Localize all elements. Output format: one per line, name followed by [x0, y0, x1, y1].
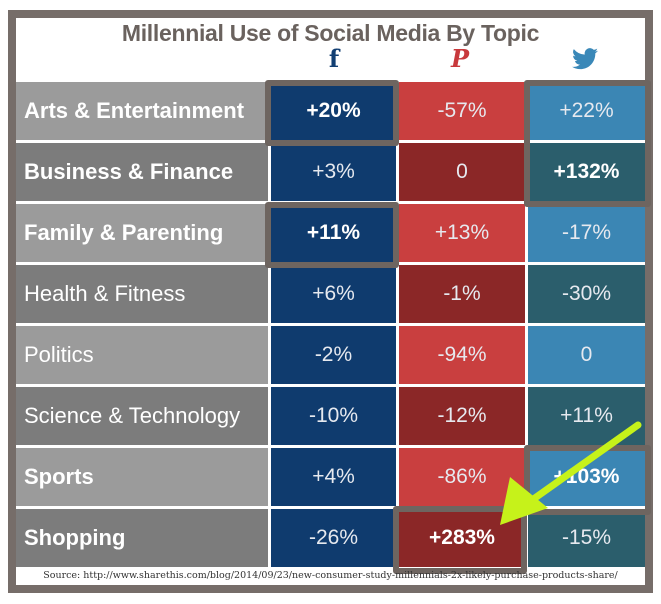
facebook-value: +3%	[271, 143, 396, 201]
table-row: Politics -2% -94% 0	[16, 326, 645, 384]
pinterest-value: -12%	[399, 387, 525, 445]
facebook-value: -10%	[271, 387, 396, 445]
highlight-box-sports-twitter	[524, 445, 651, 515]
highlight-box-arts-facebook	[265, 80, 399, 146]
topic-label: Health & Fitness	[16, 265, 268, 323]
facebook-value: -26%	[271, 509, 396, 567]
twitter-value: +132%	[528, 143, 645, 201]
topic-label: Arts & Entertainment	[16, 82, 268, 140]
table-row: Sports +4% -86% +103%	[16, 448, 645, 506]
facebook-icon: f	[328, 44, 340, 73]
facebook-value: +6%	[271, 265, 396, 323]
topic-label: Shopping	[16, 509, 268, 567]
source-citation: Source: http://www.sharethis.com/blog/20…	[43, 570, 618, 581]
table-row: Arts & Entertainment +20% -57% +22%	[16, 82, 645, 140]
facebook-value: +11%	[271, 204, 396, 262]
topic-label: Science & Technology	[16, 387, 268, 445]
topic-label: Family & Parenting	[16, 204, 268, 262]
topic-label: Sports	[16, 448, 268, 506]
table-row: Business & Finance +3% 0 +132%	[16, 143, 645, 201]
topic-label: Business & Finance	[16, 143, 268, 201]
pinterest-value: -1%	[399, 265, 525, 323]
highlight-box-family-facebook	[265, 202, 399, 268]
facebook-value: -2%	[271, 326, 396, 384]
pinterest-value: 0	[399, 143, 525, 201]
table-row: Science & Technology -10% -12% +11%	[16, 387, 645, 445]
pinterest-icon: P	[450, 44, 470, 73]
twitter-value: -15%	[528, 509, 645, 567]
twitter-icon	[565, 48, 605, 76]
pinterest-value: -57%	[399, 82, 525, 140]
twitter-value: 0	[528, 326, 645, 384]
chart-title: Millennial Use of Social Media By Topic	[121, 20, 540, 46]
twitter-value: -17%	[528, 204, 645, 262]
pinterest-value: -94%	[399, 326, 525, 384]
facebook-value: +20%	[271, 82, 396, 140]
topic-label: Politics	[16, 326, 268, 384]
pinterest-value: -86%	[399, 448, 525, 506]
twitter-value: +22%	[528, 82, 645, 140]
twitter-value: -30%	[528, 265, 645, 323]
table-row: Health & Fitness +6% -1% -30%	[16, 265, 645, 323]
facebook-value: +4%	[271, 448, 396, 506]
highlight-box-shopping-pinterest	[393, 506, 527, 574]
highlight-box-twitter-top	[524, 80, 651, 207]
table-row: Shopping -26% +283% -15%	[16, 509, 645, 567]
pinterest-value: +13%	[399, 204, 525, 262]
table-row: Family & Parenting +11% +13% -17%	[16, 204, 645, 262]
